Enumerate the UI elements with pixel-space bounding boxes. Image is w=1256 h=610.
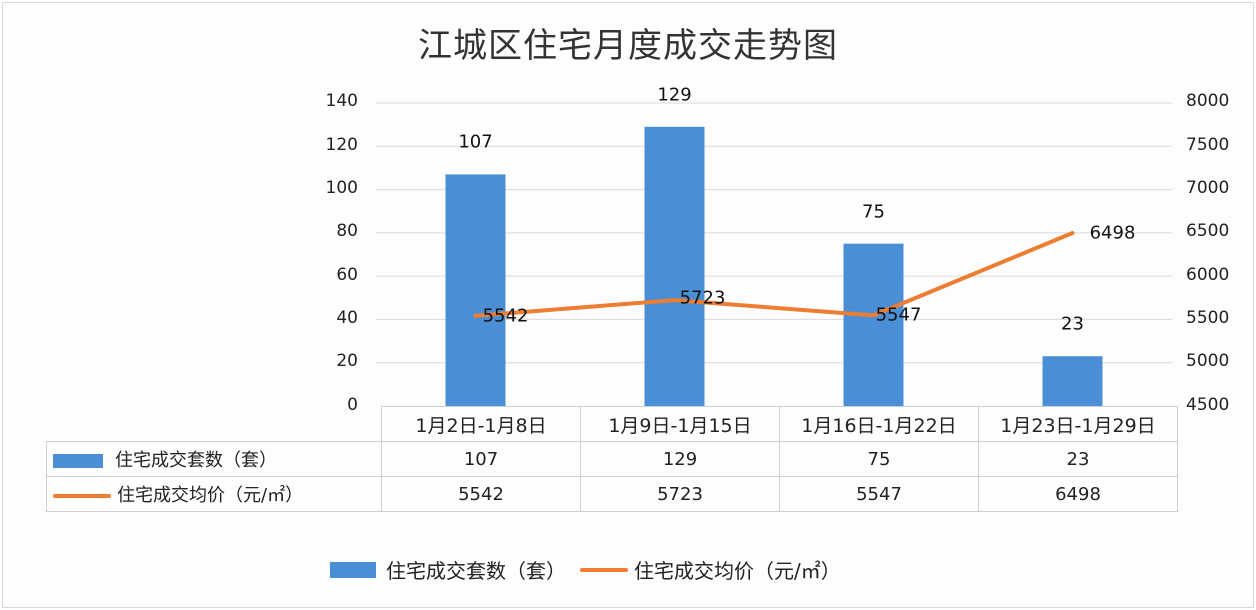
left-tick: 20 <box>336 351 358 371</box>
table-row: 住宅成交套数（套） 107 129 75 23 <box>46 441 1178 477</box>
right-tick: 8000 <box>1186 91 1230 111</box>
bar-label: 107 <box>458 131 493 153</box>
table-cell: 5542 <box>381 476 581 512</box>
left-tick: 80 <box>336 221 358 241</box>
right-tick: 5500 <box>1186 308 1230 328</box>
bar-series <box>445 126 1103 407</box>
bar-swatch-icon <box>53 454 103 468</box>
row-label: 住宅成交均价（元/㎡） <box>117 485 304 506</box>
bar-label: 75 <box>862 201 885 223</box>
price-line <box>473 231 1075 318</box>
left-tick: 0 <box>347 395 358 415</box>
data-table: 1月2日-1月8日 1月9日-1月15日 1月16日-1月22日 1月23日-1… <box>46 406 1178 512</box>
legend-item-price: 住宅成交均价（元/㎡） <box>580 555 841 584</box>
right-tick: 6000 <box>1186 265 1230 285</box>
line-swatch-icon <box>580 567 628 572</box>
legend-label: 住宅成交均价（元/㎡） <box>634 559 841 583</box>
right-tick: 7000 <box>1186 178 1230 198</box>
row-header: 住宅成交均价（元/㎡） <box>46 476 382 512</box>
line-label: 5723 <box>679 287 726 309</box>
legend-item-count: 住宅成交套数（套） <box>330 555 566 584</box>
line-label: 6498 <box>1089 222 1136 244</box>
bar-label: 23 <box>1061 313 1084 335</box>
table-cell: 5547 <box>779 476 979 512</box>
category-cell: 1月9日-1月15日 <box>580 406 780 442</box>
row-header: 住宅成交套数（套） <box>46 441 382 477</box>
right-tick: 7500 <box>1186 135 1230 155</box>
category-cell: 1月16日-1月22日 <box>779 406 979 442</box>
bar-swatch-icon <box>330 561 376 578</box>
table-cell: 23 <box>978 441 1178 477</box>
line-label: 5542 <box>482 305 529 327</box>
table-cell: 129 <box>580 441 780 477</box>
row-label: 住宅成交套数（套） <box>115 450 277 471</box>
category-cell: 1月2日-1月8日 <box>381 406 581 442</box>
line-label: 5547 <box>875 304 922 326</box>
table-row: 住宅成交均价（元/㎡） 5542 5723 5547 6498 <box>46 476 1178 512</box>
left-tick: 60 <box>336 265 358 285</box>
right-tick: 6500 <box>1186 221 1230 241</box>
table-cell: 5723 <box>580 476 780 512</box>
left-tick: 120 <box>325 135 358 155</box>
right-tick: 4500 <box>1186 395 1230 415</box>
category-cell: 1月23日-1月29日 <box>978 406 1178 442</box>
bar <box>445 174 506 406</box>
legend-label: 住宅成交套数（套） <box>386 559 566 583</box>
bar <box>644 126 705 407</box>
gridlines <box>376 102 1172 364</box>
bar <box>843 243 904 406</box>
table-cell: 6498 <box>978 476 1178 512</box>
left-tick: 140 <box>325 91 358 111</box>
bar <box>1042 356 1103 406</box>
right-tick: 5000 <box>1186 351 1230 371</box>
table-cell: 107 <box>381 441 581 477</box>
chart-title: 江城区住宅月度成交走势图 <box>418 26 838 66</box>
left-tick: 100 <box>325 178 358 198</box>
line-swatch-icon <box>53 494 111 498</box>
table-cell: 75 <box>779 441 979 477</box>
left-tick: 40 <box>336 308 358 328</box>
legend: 住宅成交套数（套） 住宅成交均价（元/㎡） <box>330 555 855 584</box>
bar-label: 129 <box>657 84 692 106</box>
table-header-row: 1月2日-1月8日 1月9日-1月15日 1月16日-1月22日 1月23日-1… <box>46 406 1178 442</box>
